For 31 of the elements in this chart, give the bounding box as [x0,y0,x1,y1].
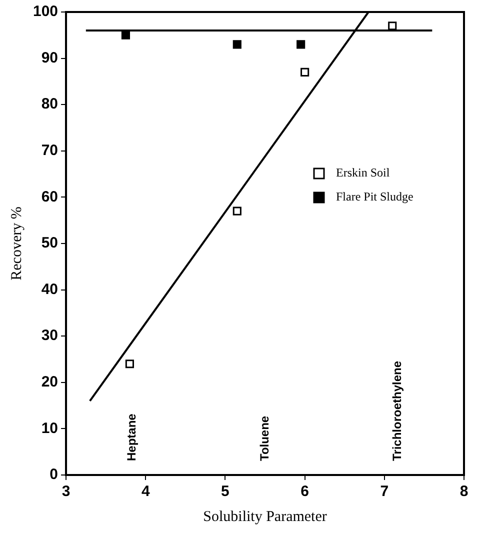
annotation: Trichloroethylene [390,360,404,461]
y-tick-label: 80 [41,96,58,113]
y-tick-label: 20 [41,374,58,391]
point [300,68,310,76]
point [388,22,397,30]
y-tick-label: 50 [41,234,58,252]
legend-label: Flare Pit Sludge [336,190,414,204]
point [121,30,130,40]
x-tick-label: 5 [221,483,230,500]
x-axis-title: Solubility Parameter [203,508,327,525]
annotation: Toluene [257,416,272,461]
y-tick-label: 60 [41,188,58,206]
legend-label: Erskin Soil [336,166,390,180]
x-tick-label: 3 [62,483,70,500]
y-tick-label: 0 [50,466,58,484]
x-tick-label: 8 [460,483,468,500]
annotation: Heptane [124,413,139,461]
y-tick-label: 100 [32,3,58,20]
y-tick-label: 90 [41,49,58,66]
point [296,40,306,49]
x-tick-label: 6 [300,483,309,500]
y-tick-label: 40 [41,280,58,298]
y-tick-label: 30 [41,327,58,344]
x-tick-label: 4 [141,483,150,500]
point [125,360,134,368]
point [232,40,242,49]
point [232,206,242,216]
x-tick-label: 7 [380,483,389,500]
y-tick-label: 10 [41,420,58,437]
y-axis-title: Recovery % [8,206,25,280]
y-tick-label: 70 [41,142,58,160]
